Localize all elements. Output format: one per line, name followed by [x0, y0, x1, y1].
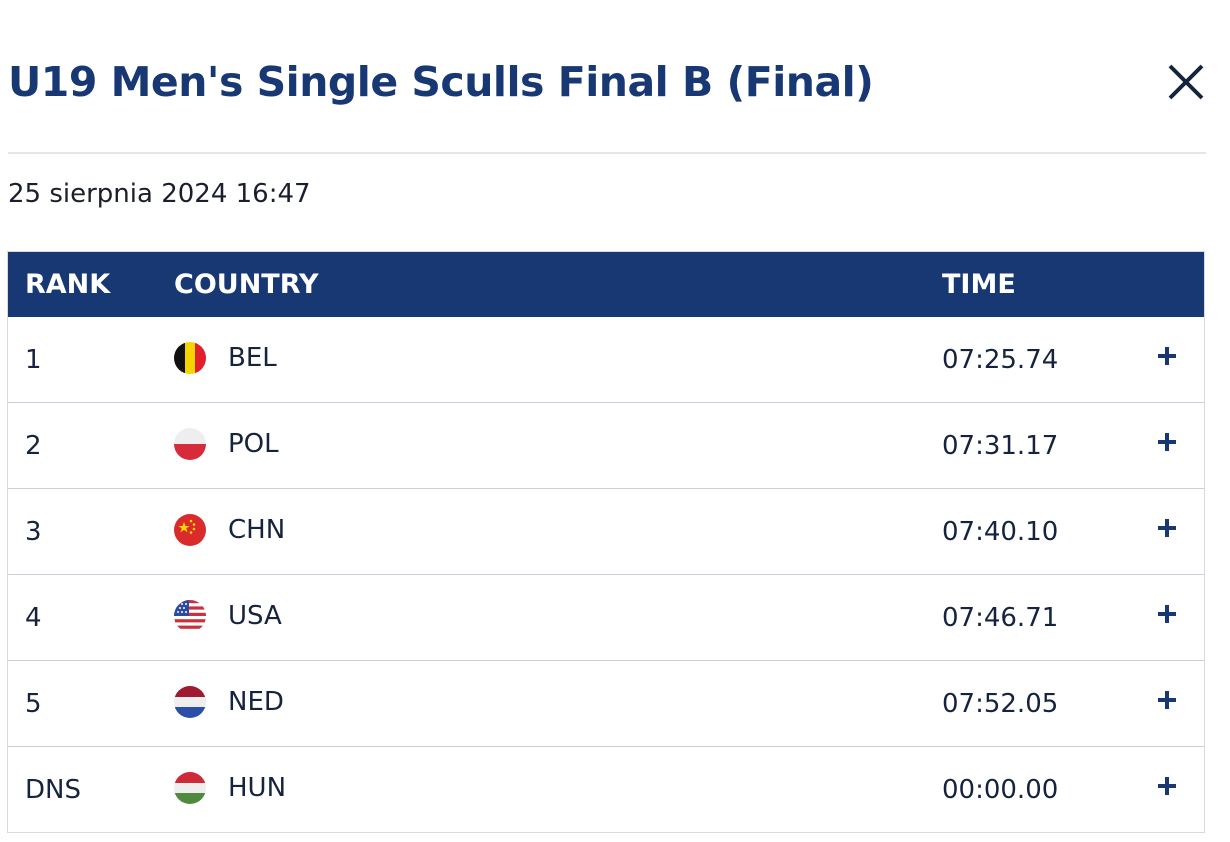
close-icon[interactable] — [1166, 62, 1206, 102]
time-cell: 07:25.74 — [942, 345, 1059, 375]
rank-cell: 3 — [25, 517, 42, 547]
rank-cell: 2 — [25, 431, 42, 461]
table-header: RANK COUNTRY TIME — [8, 252, 1204, 317]
expand-plus-icon[interactable] — [1156, 603, 1178, 625]
time-cell: 07:46.71 — [942, 603, 1059, 633]
country-code: NED — [228, 687, 284, 717]
country-code: HUN — [228, 773, 287, 803]
column-header-time: TIME — [942, 269, 1016, 300]
column-header-rank: RANK — [25, 269, 111, 300]
belgium-flag-icon — [174, 342, 206, 374]
page-title: U19 Men's Single Sculls Final B (Final) — [8, 58, 874, 106]
netherlands-flag-icon — [174, 686, 206, 718]
expand-plus-icon[interactable] — [1156, 345, 1178, 367]
expand-plus-icon[interactable] — [1156, 431, 1178, 453]
rank-cell: 1 — [25, 345, 42, 375]
table-row[interactable]: 5 NED 07:52.05 — [8, 661, 1204, 747]
rank-cell: 4 — [25, 603, 42, 633]
table-row[interactable]: DNS HUN 00:00.00 — [8, 747, 1204, 832]
modal-header: U19 Men's Single Sculls Final B (Final) — [8, 52, 1206, 112]
time-cell: 07:40.10 — [942, 517, 1059, 547]
expand-plus-icon[interactable] — [1156, 517, 1178, 539]
poland-flag-icon — [174, 428, 206, 460]
china-flag-icon — [174, 514, 206, 546]
rank-cell: DNS — [25, 775, 81, 805]
header-divider — [8, 152, 1206, 154]
rank-cell: 5 — [25, 689, 42, 719]
race-date: 25 sierpnia 2024 16:47 — [8, 179, 311, 209]
usa-flag-icon — [174, 600, 206, 632]
table-row[interactable]: 1 BEL 07:25.74 — [8, 317, 1204, 403]
time-cell: 00:00.00 — [942, 775, 1059, 805]
table-row[interactable]: 3 CHN 07:40.10 — [8, 489, 1204, 575]
country-code: USA — [228, 601, 282, 631]
expand-plus-icon[interactable] — [1156, 689, 1178, 711]
country-code: CHN — [228, 515, 286, 545]
hungary-flag-icon — [174, 772, 206, 804]
column-header-country: COUNTRY — [174, 269, 319, 300]
time-cell: 07:52.05 — [942, 689, 1059, 719]
country-code: POL — [228, 429, 279, 459]
table-row[interactable]: 4 USA 07:46.71 — [8, 575, 1204, 661]
country-code: BEL — [228, 343, 277, 373]
table-row[interactable]: 2 POL 07:31.17 — [8, 403, 1204, 489]
expand-plus-icon[interactable] — [1156, 775, 1178, 797]
time-cell: 07:31.17 — [942, 431, 1059, 461]
results-table: RANK COUNTRY TIME 1 BEL 07:25.74 2 — [7, 251, 1205, 833]
